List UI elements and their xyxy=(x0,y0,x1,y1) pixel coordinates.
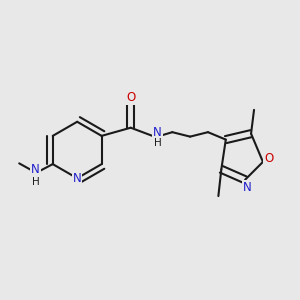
Text: N: N xyxy=(243,181,252,194)
Text: O: O xyxy=(126,92,135,104)
Text: H: H xyxy=(32,177,39,187)
Text: H: H xyxy=(154,139,161,148)
Text: O: O xyxy=(264,152,274,165)
Text: N: N xyxy=(31,163,40,176)
Text: N: N xyxy=(153,126,162,139)
Text: N: N xyxy=(73,172,82,185)
